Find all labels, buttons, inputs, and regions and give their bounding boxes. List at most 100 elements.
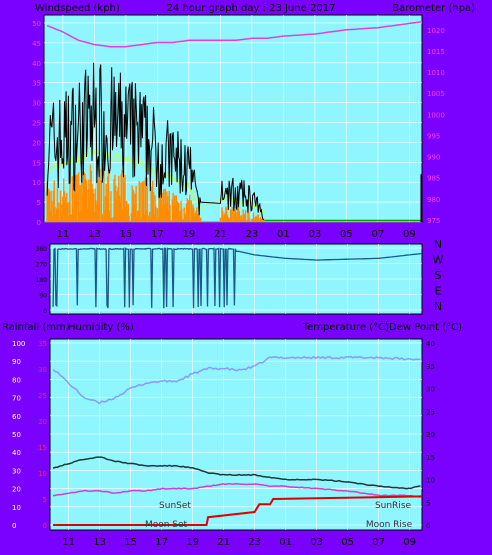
temperature-y-tick-label: 10 (426, 477, 435, 485)
humidity-y-tick-label: 0 (12, 522, 16, 530)
direction-y-tick-label: 180 (36, 277, 48, 284)
x-tick-label: 15 (124, 537, 137, 548)
humidity-y-tick-label: 100 (12, 340, 25, 348)
barometer-y-tick-label: 980 (427, 196, 440, 204)
humidity-y-tick-label: 90 (12, 358, 21, 366)
x-tick-label: 05 (340, 229, 353, 240)
rainfall-y-tick-label: 15 (38, 444, 47, 452)
x-tick-label: 01 (277, 229, 290, 240)
barometer-y-tick-label: 1000 (427, 111, 445, 119)
rainfall-axis-title: Rainfall (mm) (2, 322, 70, 333)
x-tick-label: 13 (88, 229, 101, 240)
compass-label: E (435, 285, 442, 298)
temperature-line (52, 456, 421, 490)
x-tick-label: 09 (403, 537, 416, 548)
x-tick-label: 11 (62, 537, 75, 548)
direction-y-tick-label: 360 (36, 246, 48, 253)
barometer-line (46, 21, 423, 48)
rainfall-y-tick-label: 30 (38, 366, 47, 374)
x-tick-label: 19 (186, 537, 199, 548)
sunset-label: SunSet (159, 501, 191, 511)
x-tick-label: 15 (120, 229, 133, 240)
barometer-y-tick-label: 990 (427, 154, 440, 162)
humidity-y-tick-label: 70 (12, 395, 21, 403)
barometer-y-tick-label: 995 (427, 132, 440, 140)
temperature-y-tick-label: 40 (426, 340, 435, 348)
temperature-y-tick-label: 15 (426, 454, 435, 462)
humidity-axis-title: Humidity (%) (68, 322, 134, 333)
direction-series (52, 247, 423, 309)
temperature-plot-area (49, 338, 423, 531)
wind-x-axis: 11 13 15 17 19 21 23 01 03 05 07 09 (57, 229, 416, 240)
rainfall-y-tick-label: 5 (43, 496, 47, 504)
humidity-y-tick-label: 80 (12, 376, 21, 384)
direction-y-tick-label: 90 (39, 293, 47, 300)
direction-line (52, 247, 423, 309)
wind-y-tick-label: 40 (32, 60, 41, 68)
temperature-axis-title: Temperature (°C)Dew Point (°C) (302, 322, 462, 333)
direction-y-tick-label: 0 (43, 308, 47, 315)
wind-y-tick-label: 0 (37, 219, 41, 227)
direction-grid (50, 244, 422, 314)
barometer-y-tick-label: 985 (427, 175, 440, 183)
x-tick-label: 01 (279, 537, 292, 548)
compass-label: S (435, 269, 442, 282)
x-tick-label: 05 (341, 537, 354, 548)
x-tick-label: 07 (372, 229, 385, 240)
wind-y-tick-label: 20 (32, 139, 41, 147)
barometer-y-tick-label: 1005 (427, 90, 445, 98)
temperature-y-tick-label: 0 (426, 522, 430, 530)
barometer-y-tick-label: 1015 (427, 48, 445, 56)
compass-label: N (434, 300, 442, 313)
wind-y-tick-label: 50 (32, 20, 41, 28)
x-tick-label: 17 (155, 537, 168, 548)
compass-label: N (434, 238, 442, 251)
temperature-y-tick-label: 5 (426, 499, 430, 507)
x-tick-label: 19 (183, 229, 196, 240)
temperature-y-tick-label: 35 (426, 363, 435, 371)
wind-gust-line (46, 62, 265, 221)
moonset-label: Moon Set (145, 520, 188, 530)
x-tick-label: 23 (246, 229, 259, 240)
x-tick-label: 21 (217, 537, 230, 548)
temperature-y-tick-label: 25 (426, 408, 435, 416)
wind-y-tick-label: 15 (32, 159, 41, 167)
rainfall-y-tick-label: 10 (38, 470, 47, 478)
barometer-y-tick-label: 1010 (427, 69, 445, 77)
wind-y-tick-label: 25 (32, 119, 41, 127)
barometer-axis-title: Barometer (hpa) (392, 3, 475, 14)
x-tick-label: 09 (403, 229, 416, 240)
humidity-y-tick-label: 60 (12, 413, 21, 421)
humidity-y-tick-label: 40 (12, 449, 21, 457)
x-tick-label: 13 (93, 537, 106, 548)
humidity-y-tick-label: 30 (12, 467, 21, 475)
x-tick-label: 11 (57, 229, 70, 240)
compass-label: W (433, 254, 444, 267)
windspeed-axis-title: Windspeed (kph) (35, 3, 120, 14)
temperature-y-tick-label: 20 (426, 431, 435, 439)
temperature-series (52, 355, 423, 526)
direction-y-tick-label: 270 (36, 262, 48, 269)
wind-y-tick-label: 10 (32, 179, 41, 187)
humidity-y-tick-label: 10 (12, 504, 21, 512)
barometer-y-tick-label: 1020 (427, 27, 445, 35)
temperature-x-axis: 11 13 15 17 19 21 23 01 03 05 07 09 (62, 537, 416, 548)
wind-y-tick-label: 30 (32, 100, 41, 108)
wind-series (46, 21, 423, 222)
wind-y-tick-label: 35 (32, 80, 41, 88)
wind-y-tick-label: 5 (37, 199, 41, 207)
x-tick-label: 03 (310, 537, 323, 548)
rainfall-y-tick-label: 20 (38, 418, 47, 426)
rainfall-y-tick-label: 35 (38, 340, 47, 348)
wind-grid (44, 15, 422, 223)
rainfall-line (53, 495, 423, 526)
dewpoint-line (52, 482, 421, 498)
sunrise-label: SunRise (375, 501, 412, 511)
temperature-y-tick-label: 30 (426, 386, 435, 394)
x-tick-label: 07 (372, 537, 385, 548)
x-tick-label: 23 (248, 537, 261, 548)
x-tick-label: 17 (151, 229, 164, 240)
